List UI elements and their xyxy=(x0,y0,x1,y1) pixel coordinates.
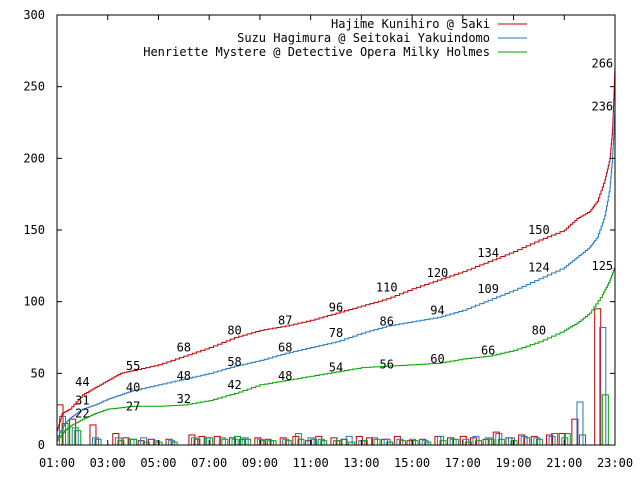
cumulative-label: 80 xyxy=(227,323,241,337)
cumulative-label: 96 xyxy=(329,300,343,314)
cumulative-label: 22 xyxy=(75,406,89,420)
x-tick-label: 03:00 xyxy=(90,456,126,470)
legend-label: Henriette Mystere @ Detective Opera Milk… xyxy=(143,45,490,59)
cumulative-label: 31 xyxy=(75,394,89,408)
cumulative-label: 80 xyxy=(532,323,546,337)
x-tick-label: 23:00 xyxy=(597,456,633,470)
cumulative-label: 42 xyxy=(227,378,241,392)
cumulative-lines xyxy=(57,63,616,442)
cumulative-label: 109 xyxy=(477,282,499,296)
x-tick-label: 19:00 xyxy=(495,456,531,470)
x-tick-label: 17:00 xyxy=(445,456,481,470)
y-tick-label: 300 xyxy=(23,8,45,22)
x-tick-label: 15:00 xyxy=(394,456,430,470)
cumulative-label: 44 xyxy=(75,375,89,389)
x-tick-label: 07:00 xyxy=(191,456,227,470)
cumulative-label: 87 xyxy=(278,313,292,327)
y-tick-label: 250 xyxy=(23,80,45,94)
cumulative-label: 120 xyxy=(427,266,449,280)
cumulative-label: 66 xyxy=(481,343,495,357)
cumulative-line-1 xyxy=(57,63,616,432)
cumulative-label: 48 xyxy=(177,369,191,383)
x-tick-label: 11:00 xyxy=(293,456,329,470)
cumulative-label: 150 xyxy=(528,223,550,237)
cumulative-label: 40 xyxy=(126,381,140,395)
y-tick-label: 100 xyxy=(23,295,45,309)
cumulative-label: 56 xyxy=(380,358,394,372)
legend-label: Suzu Hagimura @ Seitokai Yakuindomo xyxy=(237,31,490,45)
cumulative-label: 266 xyxy=(591,57,613,71)
cumulative-label: 134 xyxy=(477,246,499,260)
y-tick-label: 0 xyxy=(38,438,45,452)
cumulative-label: 236 xyxy=(591,100,613,114)
cumulative-label: 32 xyxy=(177,392,191,406)
cumulative-label: 86 xyxy=(380,315,394,329)
cumulative-label: 124 xyxy=(528,260,550,274)
cumulative-label: 55 xyxy=(126,359,140,373)
cumulative-label: 78 xyxy=(329,326,343,340)
x-tick-label: 21:00 xyxy=(546,456,582,470)
cumulative-label: 125 xyxy=(591,259,613,273)
y-tick-label: 200 xyxy=(23,151,45,165)
cumulative-line-2 xyxy=(57,106,616,439)
cumulative-label: 48 xyxy=(278,369,292,383)
cumulative-label: 54 xyxy=(329,361,343,375)
cumulative-label: 68 xyxy=(278,341,292,355)
x-tick-label: 05:00 xyxy=(140,456,176,470)
x-tick-label: 09:00 xyxy=(242,456,278,470)
cumulative-labels: 44 55 68 80 87 96 110 120 134 150 266 31 40 48 58 68 78 8… xyxy=(75,57,613,421)
x-axis: 01:00 03:00 05:00 07:00 09:00 11:00 13:00 15:00… xyxy=(39,15,633,470)
legend-label: Hajime Kunihiro @ Saki xyxy=(331,17,490,31)
cumulative-line-3 xyxy=(57,265,616,442)
x-tick-label: 13:00 xyxy=(343,456,379,470)
y-axis: 0 50 100 150 200 250 300 xyxy=(23,8,615,452)
cumulative-label: 27 xyxy=(126,399,140,413)
cumulative-label: 94 xyxy=(430,303,444,317)
cumulative-label: 58 xyxy=(227,355,241,369)
cumulative-label: 110 xyxy=(376,280,398,294)
y-tick-label: 150 xyxy=(23,223,45,237)
x-tick-label: 01:00 xyxy=(39,456,75,470)
cumulative-label: 60 xyxy=(430,352,444,366)
y-tick-label: 50 xyxy=(31,366,45,380)
cumulative-label: 68 xyxy=(177,341,191,355)
